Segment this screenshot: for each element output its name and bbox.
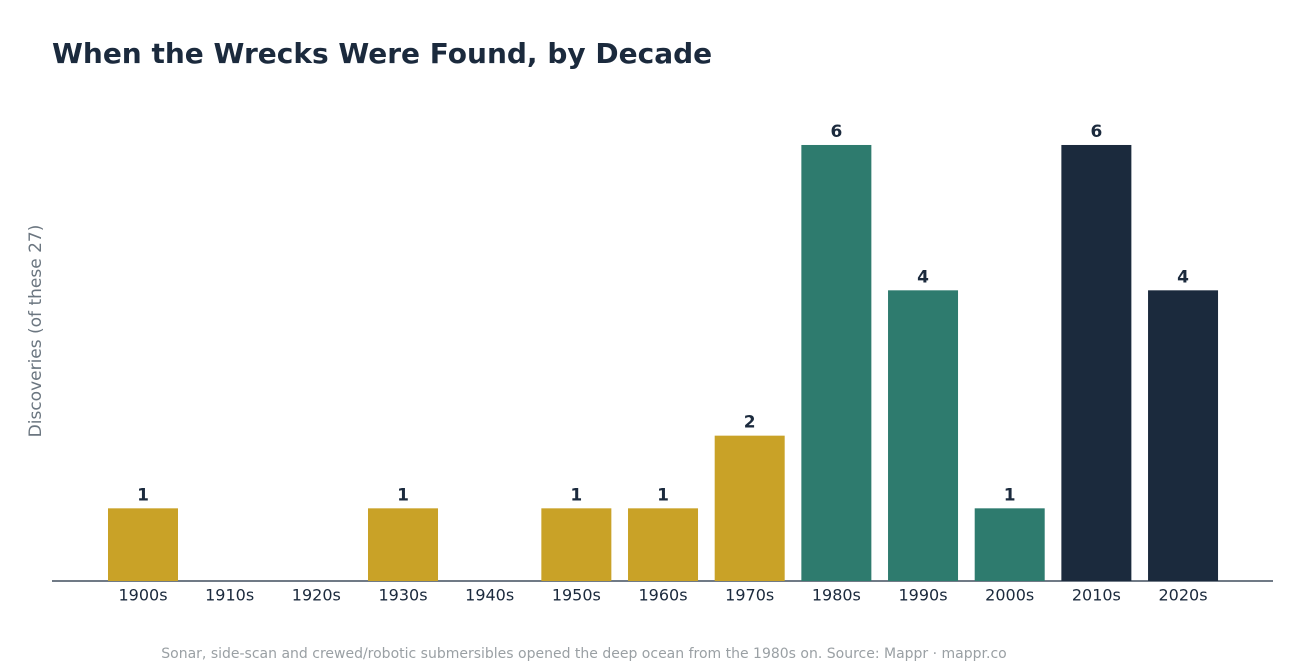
bar (714, 435, 785, 581)
x-tick-label: 1970s (725, 586, 774, 605)
x-tick-label: 1930s (378, 586, 427, 605)
bar (1061, 144, 1132, 582)
bar (974, 508, 1045, 581)
x-tick-label: 1980s (812, 586, 861, 605)
data-label: 6 (1090, 122, 1102, 142)
x-tick-label: 2000s (985, 586, 1034, 605)
x-tick-label: 2010s (1072, 586, 1121, 605)
x-tick-label: 1950s (552, 586, 601, 605)
data-label: 4 (1177, 267, 1189, 287)
bar (108, 508, 178, 581)
data-label: 6 (830, 122, 842, 142)
x-tick-label: 2020s (1159, 586, 1208, 605)
x-tick-label: 1910s (205, 586, 254, 605)
x-tick-label: 1900s (118, 586, 167, 605)
data-label: 1 (137, 485, 149, 505)
x-tick-label: 1960s (638, 586, 687, 605)
bar (541, 508, 612, 581)
bar (1148, 290, 1219, 581)
bar (888, 290, 959, 581)
bar (368, 508, 439, 581)
x-tick-label: 1990s (898, 586, 947, 605)
x-tick-label: 1940s (465, 586, 514, 605)
bar (801, 144, 872, 582)
data-label: 4 (917, 267, 929, 287)
footnote: Sonar, side-scan and crewed/robotic subm… (161, 646, 1006, 661)
data-label: 1 (657, 485, 669, 505)
x-tick-label: 1920s (292, 586, 341, 605)
data-label: 2 (744, 413, 756, 433)
y-axis-label: Discoveries (of these 27) (26, 225, 46, 438)
chart-title: When the Wrecks Were Found, by Decade (52, 37, 712, 70)
bar (628, 508, 699, 581)
data-label: 1 (397, 485, 409, 505)
data-label: 1 (570, 485, 582, 505)
data-label: 1 (1004, 485, 1016, 505)
